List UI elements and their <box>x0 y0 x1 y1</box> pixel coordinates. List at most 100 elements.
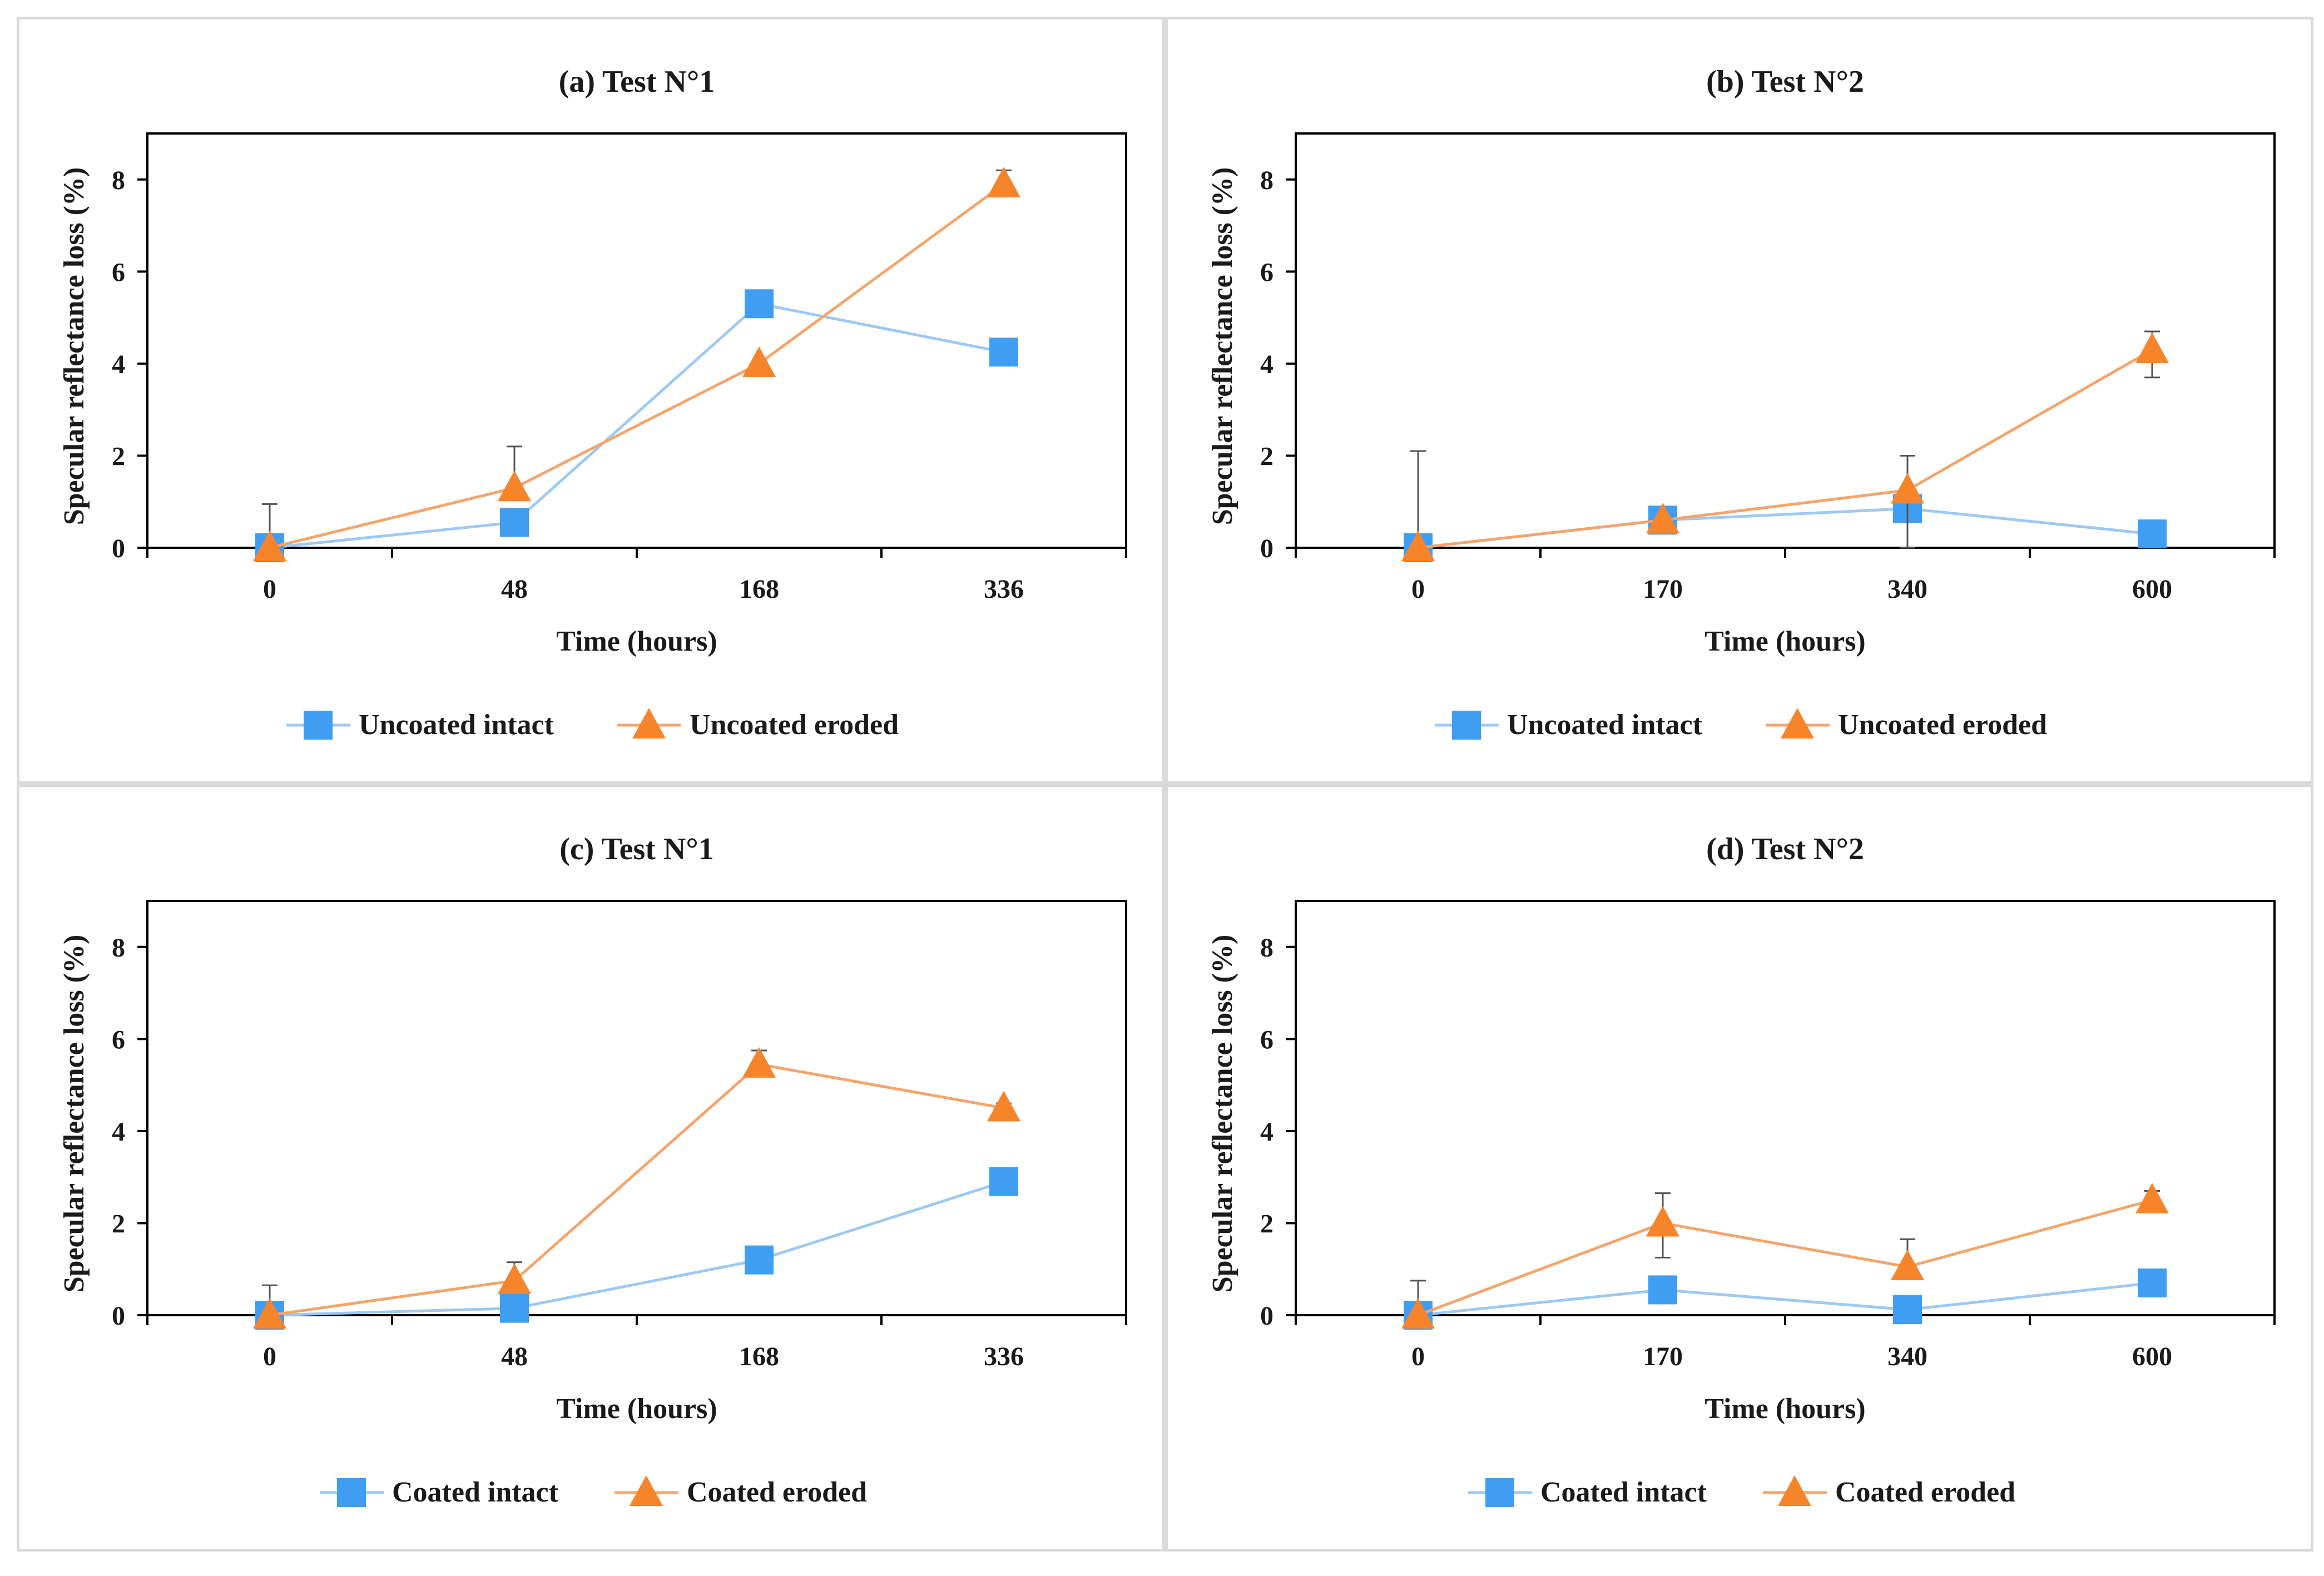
y-tick-label: 8 <box>112 933 125 963</box>
series-line <box>1418 1198 2153 1317</box>
legend-label: Uncoated intact <box>359 709 554 741</box>
y-tick-label: 6 <box>112 1025 125 1054</box>
series-line <box>1418 507 2153 549</box>
y-tick-label: 0 <box>1260 534 1274 563</box>
panel-c: (c) Test N°1 0 2 4 6 8 0 48 168 336 Time (hours) Sp… <box>17 784 1165 1552</box>
y-tick-label: 2 <box>112 1209 125 1238</box>
x-tick-label: 600 <box>2132 574 2172 604</box>
legend-label: Coated intact <box>1540 1476 1707 1508</box>
data-point <box>500 508 529 537</box>
data-point <box>745 289 774 319</box>
y-tick-label: 2 <box>1260 1209 1274 1238</box>
data-point <box>987 167 1020 198</box>
data-point <box>498 1263 531 1294</box>
x-tick-label: 170 <box>1643 574 1683 604</box>
chart-title: (c) Test N°1 <box>559 832 713 866</box>
y-tick-label: 4 <box>112 1117 125 1147</box>
data-point <box>2138 519 2167 549</box>
data-point <box>1646 503 1679 534</box>
legend-item-0: Uncoated intact <box>1435 709 1703 741</box>
x-axis-label: Time (hours) <box>1704 626 1865 657</box>
y-tick-label: 8 <box>112 166 125 195</box>
series-0 <box>255 1167 1018 1330</box>
y-tick-label: 0 <box>1260 1301 1274 1331</box>
legend-item-1: Coated eroded <box>1763 1475 2015 1508</box>
x-tick-label: 0 <box>263 1342 276 1371</box>
x-tick-label: 48 <box>501 574 528 604</box>
chart-b-svg: (b) Test N°2 0 2 4 6 8 0 170 340 600 Time (hours) S… <box>1207 65 2276 741</box>
data-point <box>1893 1295 1922 1325</box>
y-axis-label: Specular reflectance loss (%) <box>58 935 90 1293</box>
y-tick-label: 6 <box>1260 257 1274 287</box>
plot-frame <box>146 900 1127 1316</box>
y-tick-label: 8 <box>1260 933 1274 963</box>
y-tick-label: 8 <box>1260 166 1274 195</box>
data-point <box>1891 1250 1924 1281</box>
x-axis-label: Time (hours) <box>556 1393 717 1425</box>
x-tick-label: 336 <box>984 1342 1024 1371</box>
x-tick-label: 170 <box>1643 1342 1683 1371</box>
x-tick-label: 48 <box>501 1342 528 1371</box>
data-point <box>2135 1183 2169 1214</box>
chart-a-svg: (a) Test N°1 0 2 4 6 8 0 48 168 336 Time (hours) Sp… <box>58 65 1127 741</box>
legend-marker <box>1778 1475 1811 1506</box>
chart-title: (d) Test N°2 <box>1706 832 1864 866</box>
panel-b: (b) Test N°2 0 2 4 6 8 0 170 340 600 Time (hours) S… <box>1165 17 2313 784</box>
legend-label: Uncoated eroded <box>1838 709 2047 741</box>
y-tick-label: 4 <box>112 350 125 379</box>
x-tick-label: 168 <box>739 1342 779 1371</box>
x-tick-label: 600 <box>2132 1342 2172 1371</box>
y-tick-label: 2 <box>112 442 125 471</box>
data-point <box>1401 1298 1435 1329</box>
data-point <box>498 470 531 502</box>
legend-marker <box>630 1475 663 1506</box>
x-axis-label: Time (hours) <box>556 626 717 657</box>
y-tick-label: 4 <box>1260 350 1274 379</box>
series-1 <box>1401 1183 2169 1329</box>
x-tick-label: 0 <box>263 574 276 604</box>
data-point <box>1891 473 1924 504</box>
x-tick-label: 336 <box>984 574 1024 604</box>
plot-frame <box>1295 132 2276 549</box>
data-point <box>253 1298 286 1329</box>
data-point <box>1646 1206 1679 1237</box>
panel-a: (a) Test N°1 0 2 4 6 8 0 48 168 336 Time (hours) Sp… <box>17 17 1165 784</box>
x-tick-label: 168 <box>739 574 779 604</box>
data-point <box>1648 1275 1677 1305</box>
data-point <box>742 1047 776 1078</box>
legend-label: Uncoated eroded <box>690 709 899 741</box>
chart-c-svg: (c) Test N°1 0 2 4 6 8 0 48 168 336 Time (hours) Sp… <box>58 832 1127 1508</box>
legend-label: Uncoated intact <box>1507 709 1703 741</box>
series-0 <box>1404 1268 2167 1330</box>
legend-item-0: Coated intact <box>320 1476 559 1508</box>
x-tick-label: 340 <box>1887 574 1927 604</box>
series-line <box>269 183 1005 549</box>
data-point <box>989 1167 1018 1196</box>
series-line <box>269 1180 1004 1317</box>
series-line <box>269 1063 1004 1317</box>
x-tick-label: 340 <box>1887 1342 1927 1371</box>
y-tick-label: 6 <box>1260 1025 1274 1054</box>
legend-item-0: Coated intact <box>1468 1476 1707 1508</box>
data-point <box>2135 333 2169 364</box>
data-point <box>989 338 1018 367</box>
legend-item-1: Uncoated eroded <box>617 708 899 741</box>
legend-marker <box>1485 1478 1514 1507</box>
legend-item-1: Coated eroded <box>615 1475 867 1508</box>
data-point <box>745 1245 774 1275</box>
legend-item-1: Uncoated eroded <box>1766 708 2047 741</box>
legend-label: Coated eroded <box>1835 1476 2015 1508</box>
series-line <box>1418 1281 2153 1317</box>
chart-title: (a) Test N°1 <box>559 65 715 99</box>
data-point <box>742 346 776 377</box>
data-point <box>2138 1268 2167 1298</box>
series-line <box>1418 348 2153 549</box>
legend-label: Coated eroded <box>687 1476 867 1508</box>
legend-marker <box>1781 708 1814 739</box>
legend-label: Coated intact <box>392 1476 559 1508</box>
y-tick-label: 6 <box>112 257 125 287</box>
panel-d: (d) Test N°2 0 2 4 6 8 0 170 340 600 Time (hours) S… <box>1165 784 2313 1552</box>
data-point <box>500 1293 529 1323</box>
legend-marker <box>337 1478 366 1507</box>
y-tick-label: 0 <box>112 534 125 563</box>
